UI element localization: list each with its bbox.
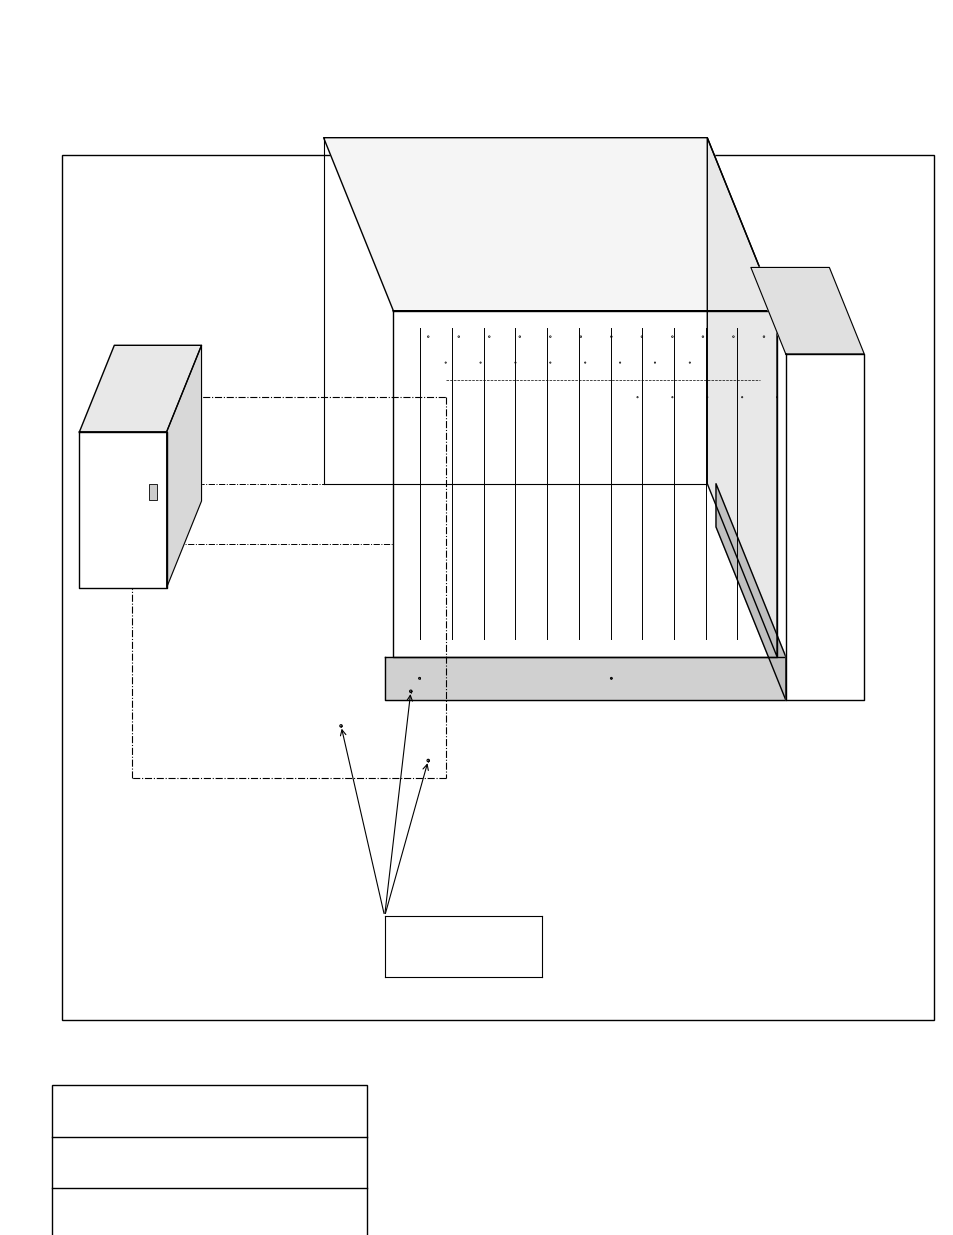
Polygon shape	[706, 137, 777, 657]
Polygon shape	[384, 657, 785, 700]
Polygon shape	[785, 354, 863, 700]
Bar	[62, 156, 933, 1020]
Polygon shape	[716, 484, 785, 700]
Polygon shape	[79, 346, 201, 432]
Polygon shape	[323, 137, 777, 311]
Polygon shape	[750, 268, 863, 354]
Polygon shape	[79, 432, 167, 588]
Bar	[52, 1086, 367, 1235]
Bar	[149, 484, 157, 500]
Polygon shape	[393, 311, 777, 657]
Polygon shape	[167, 346, 201, 588]
